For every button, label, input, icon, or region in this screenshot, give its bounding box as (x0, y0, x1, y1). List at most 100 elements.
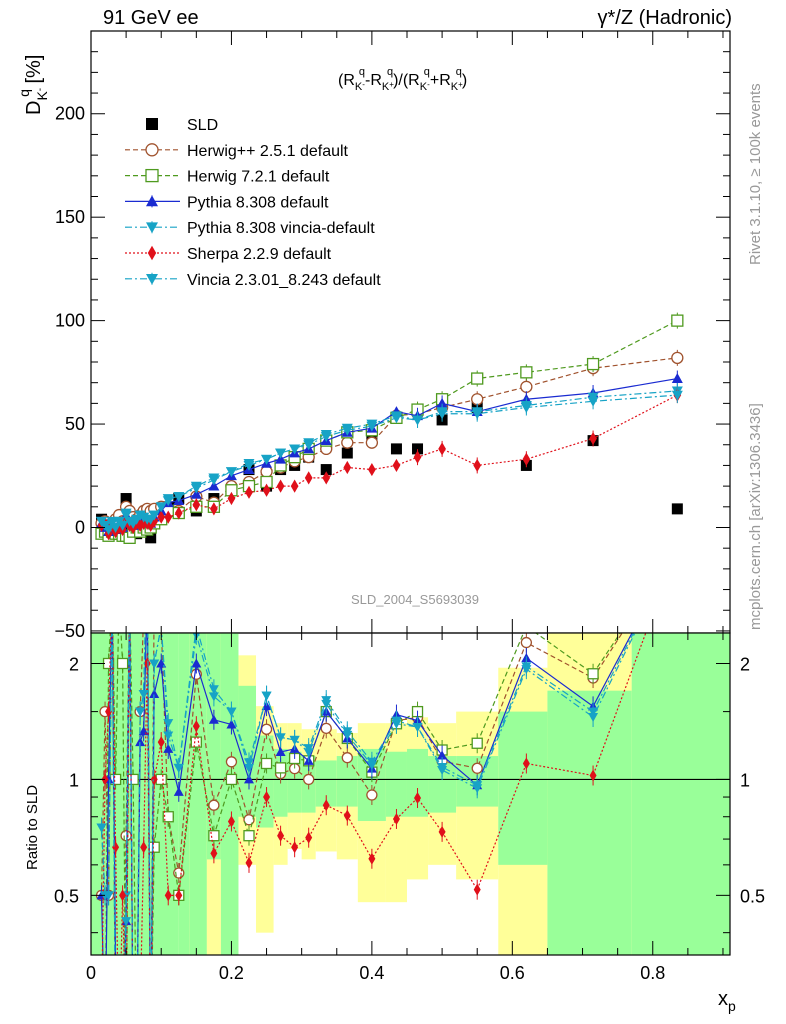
data-point (471, 409, 483, 420)
x-tick-label: 0.2 (219, 963, 244, 983)
ratio-point (208, 692, 219, 702)
data-point (164, 510, 173, 524)
ratio-point (175, 889, 183, 902)
y-tick-label-top: 0 (75, 517, 85, 537)
ratio-point (135, 707, 146, 717)
ratio-point (149, 688, 160, 698)
data-point (520, 366, 533, 379)
ratio-point (138, 689, 149, 699)
data-point (174, 506, 183, 520)
data-point (155, 502, 167, 513)
y-tick-label-ratio: 2 (69, 654, 79, 674)
y-tick-label-top: 50 (65, 414, 85, 434)
ratio-point (116, 657, 129, 670)
ratio-point (438, 825, 446, 838)
data-point (520, 403, 532, 414)
ratio-point (437, 750, 448, 760)
legend-item: Vincia 2.3.01_8.243 default (125, 272, 381, 289)
ratio-point (243, 814, 255, 826)
y-tick-label-top: 200 (55, 104, 85, 124)
ratio-point (320, 722, 332, 734)
data-point (157, 510, 166, 524)
ratio-point (227, 815, 235, 828)
legend-label: Herwig 7.2.1 default (187, 169, 330, 186)
data-point (208, 475, 220, 486)
ratio-point (135, 737, 146, 747)
legend: SLD Herwig++ 2.5.1 default Herwig 7.2.1 de… (125, 117, 381, 289)
ratio-series-6 (96, 633, 636, 955)
x-tick-label: 0 (86, 963, 96, 983)
legend-marker (145, 143, 159, 157)
data-point (671, 503, 683, 515)
uncertainty-band-inner (315, 760, 337, 807)
y-tick-label-top: 100 (55, 311, 85, 331)
ratio-point (260, 723, 273, 735)
ratio-point (589, 769, 597, 782)
series-line (101, 394, 678, 531)
ratio-point (368, 852, 376, 865)
ratio-point (96, 823, 107, 833)
x-tick-label: 0.4 (359, 963, 384, 983)
data-point (392, 458, 401, 473)
data-point (413, 450, 422, 464)
ratio-point (392, 812, 400, 825)
series-0 (96, 402, 683, 544)
data-point (110, 523, 122, 533)
svg-text:DK-q [%]: DK-q [%] (16, 55, 50, 115)
data-point (320, 432, 332, 442)
ratio-series-5 (101, 633, 647, 955)
legend-item: Pythia 8.308 default (125, 194, 329, 211)
data-point (262, 483, 271, 497)
ratio-point (521, 665, 532, 675)
ratio-point (120, 830, 132, 842)
series-6 (96, 387, 683, 536)
plot-title-text: (RK-q-RK+q)/(RK-q+RK+q) (338, 66, 467, 93)
ratio-point (155, 773, 167, 786)
ratio-point (163, 743, 174, 753)
ratio-point (260, 757, 273, 770)
ratio-point (226, 707, 237, 717)
data-point (208, 480, 220, 491)
data-point (276, 479, 285, 493)
ratio-point (343, 809, 351, 822)
ratio-point (321, 699, 332, 709)
data-point (586, 357, 600, 371)
legend-marker (147, 245, 157, 261)
data-point (190, 483, 202, 494)
ratio-point (366, 789, 378, 801)
ratio-point (277, 829, 285, 842)
uncertainty-band-inner (178, 633, 190, 955)
main-plot-panel: −50 0 50 100 150 200 (54, 30, 731, 641)
ratio-point (148, 841, 160, 853)
legend-item: SLD (146, 117, 218, 134)
ratio-point (162, 811, 174, 823)
ratio-point (291, 841, 299, 854)
data-point (671, 373, 683, 383)
uncertainty-band-inner (238, 685, 257, 817)
data-point (173, 492, 185, 502)
ratio-point (121, 917, 132, 927)
data-point (243, 461, 255, 471)
ratio-point (289, 735, 300, 745)
y-tick-label-top: 150 (55, 207, 85, 227)
data-point (436, 397, 448, 408)
ratio-point (341, 752, 353, 764)
y-tick-label-top: −50 (54, 621, 85, 641)
ratio-plot-panel: 0.5 0.5 1 1 2 2 0 0.2 0.4 0.6 0.8 (54, 632, 765, 983)
ratio-point (103, 891, 114, 901)
data-point (145, 532, 157, 544)
legend-item: Sherpa 2.2.9 default (125, 245, 332, 263)
ratio-point (471, 762, 483, 774)
ratio-point (191, 658, 202, 668)
uncertainty-band-inner (631, 633, 730, 955)
uncertainty-band-inner (206, 633, 221, 860)
data-point (120, 493, 132, 505)
data-point (303, 440, 315, 451)
y-tick-label-ratio-right: 2 (740, 654, 750, 674)
ratio-point (366, 761, 377, 771)
ratio-point (225, 773, 238, 786)
ratio-point (274, 762, 287, 774)
ratio-point (472, 784, 483, 794)
uncertainty-band-inner (547, 690, 632, 955)
